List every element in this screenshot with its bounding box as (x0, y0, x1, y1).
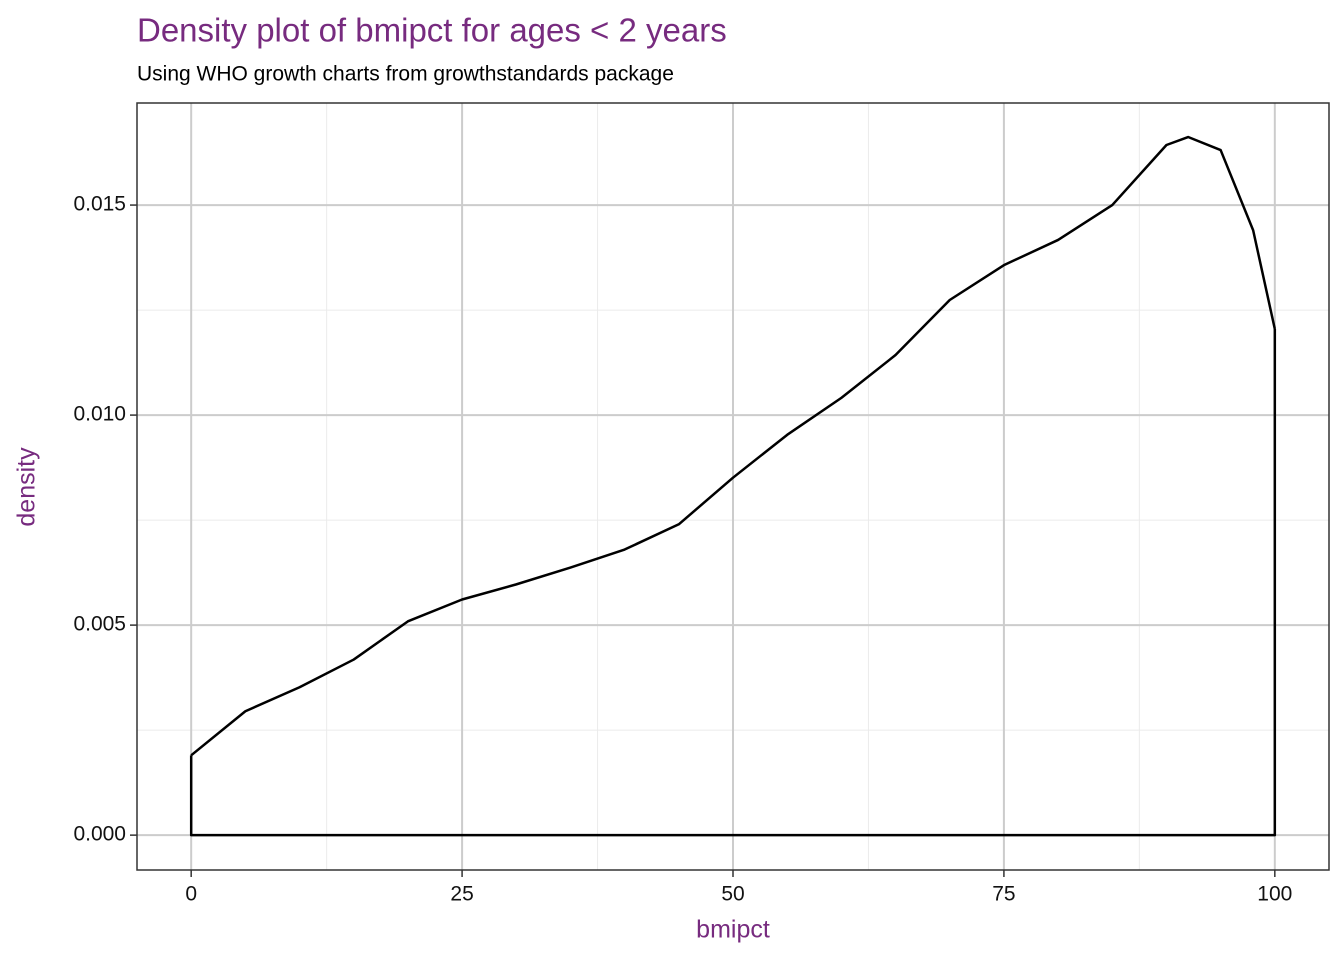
density-curve (190, 135, 1277, 757)
x-axis-title: bmipct (696, 916, 770, 944)
y-tick-label: 0.000 (73, 823, 126, 846)
x-tick-label: 25 (450, 883, 473, 906)
y-axis-title: density (13, 447, 41, 527)
y-tick-label: 0.010 (73, 403, 126, 426)
y-tick-label: 0.005 (73, 613, 126, 636)
chart-subtitle: Using WHO growth charts from growthstand… (137, 63, 674, 86)
x-tick-label: 100 (1257, 883, 1292, 906)
x-tick-label: 0 (185, 883, 197, 906)
y-tick-label: 0.015 (73, 193, 126, 216)
x-tick-label: 75 (992, 883, 1015, 906)
x-tick-label: 50 (721, 883, 744, 906)
panel-border (136, 102, 1330, 871)
chart-title: Density plot of bmipct for ages < 2 year… (137, 12, 727, 49)
density-outline (189, 328, 1277, 837)
